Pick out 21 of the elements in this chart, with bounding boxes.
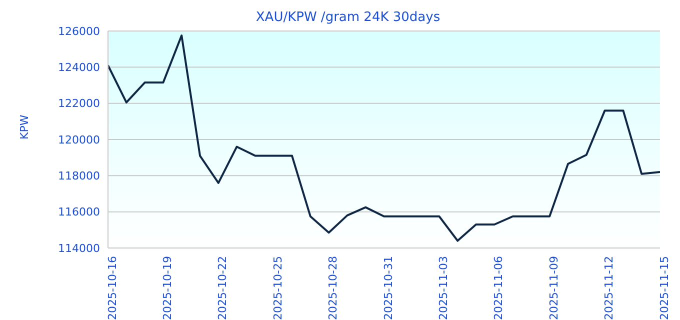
x-tick-label: 2025-10-31 <box>382 256 395 320</box>
chart-title: XAU/KPW /gram 24K 30days <box>254 10 442 25</box>
y-tick-label: 118000 <box>58 170 100 183</box>
y-tick-label: 116000 <box>58 206 100 219</box>
x-tick-label: 2025-11-15 <box>658 256 671 320</box>
y-tick-label: 126000 <box>58 24 100 38</box>
y-tick-label: 114000 <box>58 242 100 255</box>
x-tick-label: 2025-11-06 <box>492 256 506 320</box>
line-series <box>108 34 660 242</box>
y-tick-label: 122000 <box>58 97 100 110</box>
y-axis-title: KPW <box>18 114 31 140</box>
x-tick-label: 2025-10-28 <box>326 256 340 320</box>
x-tick-label: 2025-11-09 <box>547 256 560 320</box>
y-tick-label: 120000 <box>58 133 100 146</box>
x-tick-label: 2025-11-12 <box>602 256 616 320</box>
x-tick-label: 2025-11-03 <box>437 256 450 320</box>
x-tick-label: 2025-10-19 <box>161 256 174 320</box>
x-tick-label: 2025-10-25 <box>271 256 284 320</box>
y-tick-label: 124000 <box>58 61 100 74</box>
x-tick-label: 2025-10-16 <box>106 256 119 320</box>
x-tick-label: 2025-10-22 <box>216 256 230 320</box>
